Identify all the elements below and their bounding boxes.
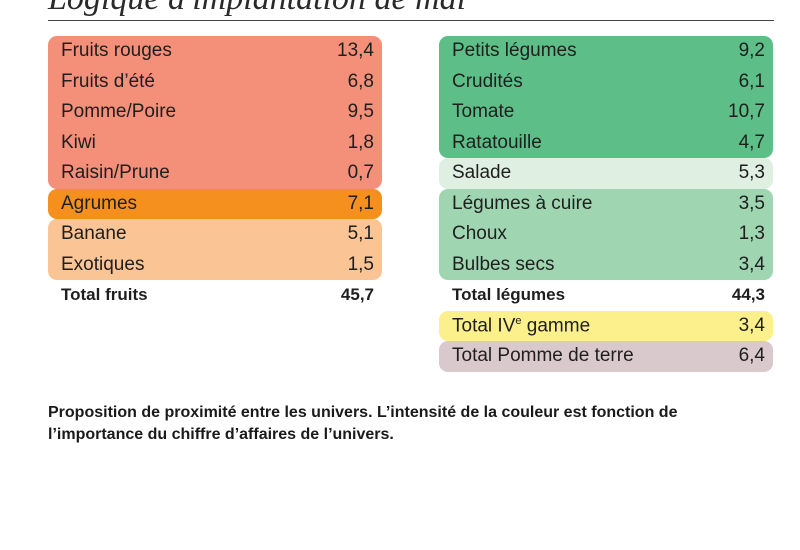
table-row: Pomme/Poire 9,5 xyxy=(48,97,382,128)
total-fruits-row: Total fruits 45,7 xyxy=(48,280,382,311)
total-value: 44,3 xyxy=(731,285,765,305)
table-row: Tomate 10,7 xyxy=(439,97,773,128)
row-label: Salade xyxy=(452,162,512,184)
row-value: 10,7 xyxy=(728,101,765,123)
table-row: Raisin/Prune 0,7 xyxy=(48,158,382,189)
row-label: Exotiques xyxy=(61,253,145,275)
fruits-column: Fruits rouges 13,4 Fruits d’été 6,8 Pomme/… xyxy=(48,36,382,311)
row-label: Ratatouille xyxy=(452,131,542,153)
row-value: 9,5 xyxy=(347,101,374,123)
fruits-light-group: Banane 5,1 Exotiques 1,5 xyxy=(48,219,382,280)
table-row: Choux 1,3 xyxy=(439,219,773,250)
table-row: Ratatouille 4,7 xyxy=(439,128,773,159)
title-divider xyxy=(48,20,774,21)
table-row: Crudités 6,1 xyxy=(439,67,773,98)
row-label: Pomme/Poire xyxy=(61,101,177,123)
table-row: Total Pomme de terre 6,4 xyxy=(439,341,773,372)
row-value: 3,5 xyxy=(738,192,765,214)
row-value: 5,3 xyxy=(738,162,765,184)
agrumes-group: Agrumes 7,1 xyxy=(48,188,382,220)
row-label: Petits légumes xyxy=(452,40,577,62)
fruits-red-group: Fruits rouges 13,4 Fruits d’été 6,8 Pomme/… xyxy=(48,36,382,189)
table-row: Exotiques 1,5 xyxy=(48,250,382,281)
row-label: Fruits d’été xyxy=(61,70,155,92)
ive-gamme-group: Total IVe gamme 3,4 xyxy=(439,310,773,342)
row-value: 6,8 xyxy=(347,70,374,92)
legumes-dark-group: Petits légumes 9,2 Crudités 6,1 Tomate 10,7… xyxy=(439,36,773,158)
table-row: Légumes à cuire 3,5 xyxy=(439,189,773,220)
row-value: 6,1 xyxy=(738,70,765,92)
row-value: 1,8 xyxy=(347,131,374,153)
row-label: Total IVe gamme xyxy=(452,315,590,337)
legumes-mid-group: Légumes à cuire 3,5 Choux 1,3 Bulbes secs 3… xyxy=(439,188,773,281)
table-row: Salade 5,3 xyxy=(439,158,773,189)
row-value: 0,7 xyxy=(347,162,374,184)
total-label: Total légumes xyxy=(452,285,566,305)
row-value: 7,1 xyxy=(347,192,374,214)
table-row: Total IVe gamme 3,4 xyxy=(439,311,773,342)
row-label: Crudités xyxy=(452,70,523,92)
row-label: Fruits rouges xyxy=(61,40,172,62)
row-label: Agrumes xyxy=(61,192,138,214)
total-label: Total fruits xyxy=(61,285,148,305)
table-row: Fruits rouges 13,4 xyxy=(48,36,382,67)
table-row: Petits légumes 9,2 xyxy=(439,36,773,67)
row-value: 6,4 xyxy=(738,345,765,367)
table-row: Kiwi 1,8 xyxy=(48,128,382,159)
row-value: 9,2 xyxy=(738,40,765,62)
row-label: Kiwi xyxy=(61,131,96,153)
total-value: 45,7 xyxy=(340,285,374,305)
row-label: Raisin/Prune xyxy=(61,162,170,184)
row-value: 1,3 xyxy=(738,223,765,245)
table-row: Banane 5,1 xyxy=(48,219,382,250)
row-label: Total Pomme de terre xyxy=(452,345,634,367)
legumes-column: Petits légumes 9,2 Crudités 6,1 Tomate 10,7… xyxy=(439,36,773,372)
row-label: Banane xyxy=(61,223,127,245)
salade-group: Salade 5,3 xyxy=(439,158,773,189)
row-label: Bulbes secs xyxy=(452,253,555,275)
row-label: Choux xyxy=(452,223,507,245)
row-label-suffix: gamme xyxy=(521,314,591,336)
row-label-sup: e xyxy=(515,314,522,327)
row-value: 4,7 xyxy=(738,131,765,153)
row-label: Tomate xyxy=(452,101,515,123)
pomme-de-terre-group: Total Pomme de terre 6,4 xyxy=(439,341,773,372)
row-label: Légumes à cuire xyxy=(452,192,593,214)
total-legumes-row: Total légumes 44,3 xyxy=(439,280,773,311)
row-value: 5,1 xyxy=(347,223,374,245)
table-row: Bulbes secs 3,4 xyxy=(439,250,773,281)
table-row: Fruits d’été 6,8 xyxy=(48,67,382,98)
table-row: Agrumes 7,1 xyxy=(48,189,382,220)
row-value: 1,5 xyxy=(347,253,374,275)
row-value: 3,4 xyxy=(738,314,765,336)
row-label-prefix: Total IV xyxy=(452,314,516,336)
row-value: 3,4 xyxy=(738,253,765,275)
page-title: Logique d'implantation de mai xyxy=(48,0,466,18)
row-value: 13,4 xyxy=(337,40,374,62)
caption: Proposition de proximité entre les unive… xyxy=(48,404,678,443)
